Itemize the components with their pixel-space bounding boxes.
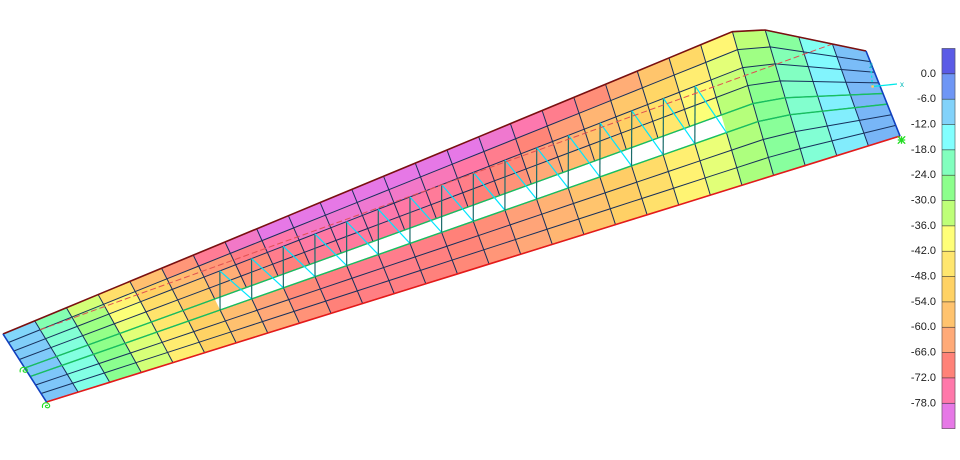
- svg-text:-72.0: -72.0: [911, 372, 936, 384]
- svg-text:z: z: [869, 61, 873, 70]
- svg-text:-66.0: -66.0: [911, 347, 936, 359]
- svg-text:-54.0: -54.0: [911, 296, 936, 308]
- svg-text:-18.0: -18.0: [911, 144, 936, 156]
- svg-text:-60.0: -60.0: [911, 321, 936, 333]
- svg-text:0.0: 0.0: [921, 68, 936, 80]
- svg-text:-42.0: -42.0: [911, 245, 936, 257]
- svg-text:x: x: [900, 80, 904, 89]
- svg-text:-36.0: -36.0: [911, 220, 936, 232]
- svg-text:-6.0: -6.0: [917, 93, 936, 105]
- svg-text:-30.0: -30.0: [911, 195, 936, 207]
- svg-text:-48.0: -48.0: [911, 271, 936, 283]
- svg-text:-24.0: -24.0: [911, 169, 936, 181]
- svg-text:-12.0: -12.0: [911, 119, 936, 131]
- svg-text:-78.0: -78.0: [911, 397, 936, 409]
